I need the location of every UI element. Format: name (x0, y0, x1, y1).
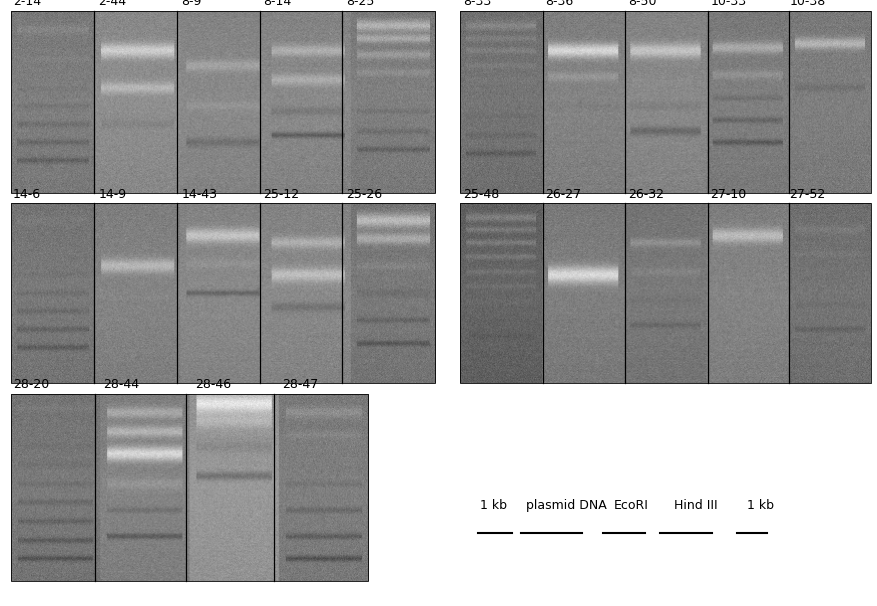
Text: 28-47: 28-47 (282, 379, 318, 391)
Bar (11, 394, 368, 581)
Text: 2-14: 2-14 (13, 0, 41, 8)
Text: 25-26: 25-26 (346, 188, 382, 201)
Text: 25-12: 25-12 (263, 188, 299, 201)
Bar (11, 11, 435, 193)
Text: 2-44: 2-44 (98, 0, 126, 8)
Text: 25-48: 25-48 (463, 188, 499, 201)
Text: 14-6: 14-6 (13, 188, 41, 201)
Text: 14-43: 14-43 (182, 188, 217, 201)
Text: 28-44: 28-44 (103, 379, 139, 391)
Text: 8-9: 8-9 (182, 0, 202, 8)
Text: EcoRI: EcoRI (614, 499, 649, 512)
Text: 26-32: 26-32 (628, 188, 664, 201)
Text: plasmid DNA: plasmid DNA (526, 499, 607, 512)
Text: 10-33: 10-33 (710, 0, 746, 8)
Text: 8-50: 8-50 (628, 0, 656, 8)
Text: 27-52: 27-52 (789, 188, 825, 201)
Text: 1 kb: 1 kb (747, 499, 774, 512)
Text: 28-46: 28-46 (195, 379, 231, 391)
Bar (460, 11, 871, 193)
Text: 28-20: 28-20 (13, 379, 49, 391)
Text: 10-38: 10-38 (789, 0, 825, 8)
Bar (460, 203, 871, 383)
Text: 14-9: 14-9 (98, 188, 126, 201)
Text: 8-36: 8-36 (545, 0, 574, 8)
Text: 8-33: 8-33 (463, 0, 491, 8)
Text: 26-27: 26-27 (545, 188, 581, 201)
Text: 8-25: 8-25 (346, 0, 374, 8)
Text: 8-14: 8-14 (263, 0, 291, 8)
Text: 1 kb: 1 kb (480, 499, 507, 512)
Text: Hind III: Hind III (674, 499, 717, 512)
Text: 27-10: 27-10 (710, 188, 746, 201)
Bar (11, 203, 435, 383)
